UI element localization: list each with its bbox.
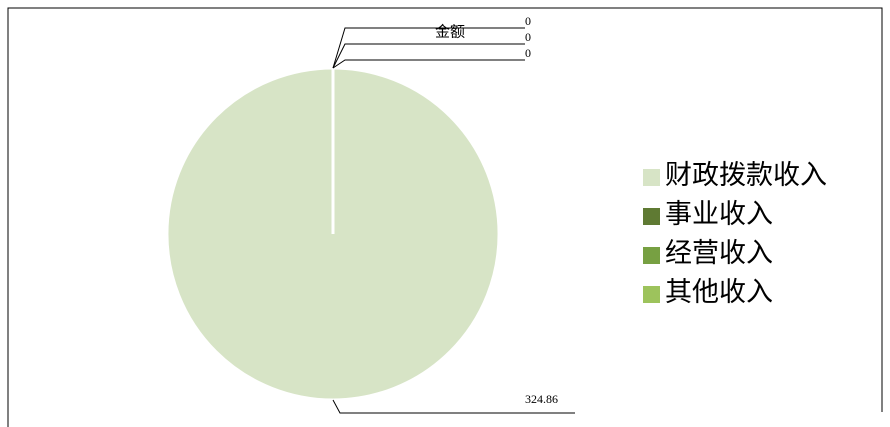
legend-swatch — [643, 169, 660, 186]
leader-line — [332, 43, 525, 69]
legend-label: 其他收入 — [665, 277, 773, 307]
leader-line — [332, 59, 525, 69]
legend-label: 财政拨款收入 — [665, 160, 827, 190]
legend-swatch — [643, 208, 660, 225]
legend-label: 经营收入 — [665, 238, 773, 268]
legend-label: 事业收入 — [665, 199, 773, 229]
frame — [7, 7, 883, 427]
data-label: 0 — [525, 46, 531, 60]
legend-swatch — [643, 286, 660, 303]
leader-line — [332, 27, 525, 69]
leader-line — [332, 399, 575, 414]
legend-swatch — [643, 247, 660, 264]
data-label: 324.86 — [525, 392, 558, 406]
data-label: 0 — [525, 14, 531, 28]
data-label: 0 — [525, 30, 531, 44]
chart-title: 金额 — [435, 23, 465, 40]
